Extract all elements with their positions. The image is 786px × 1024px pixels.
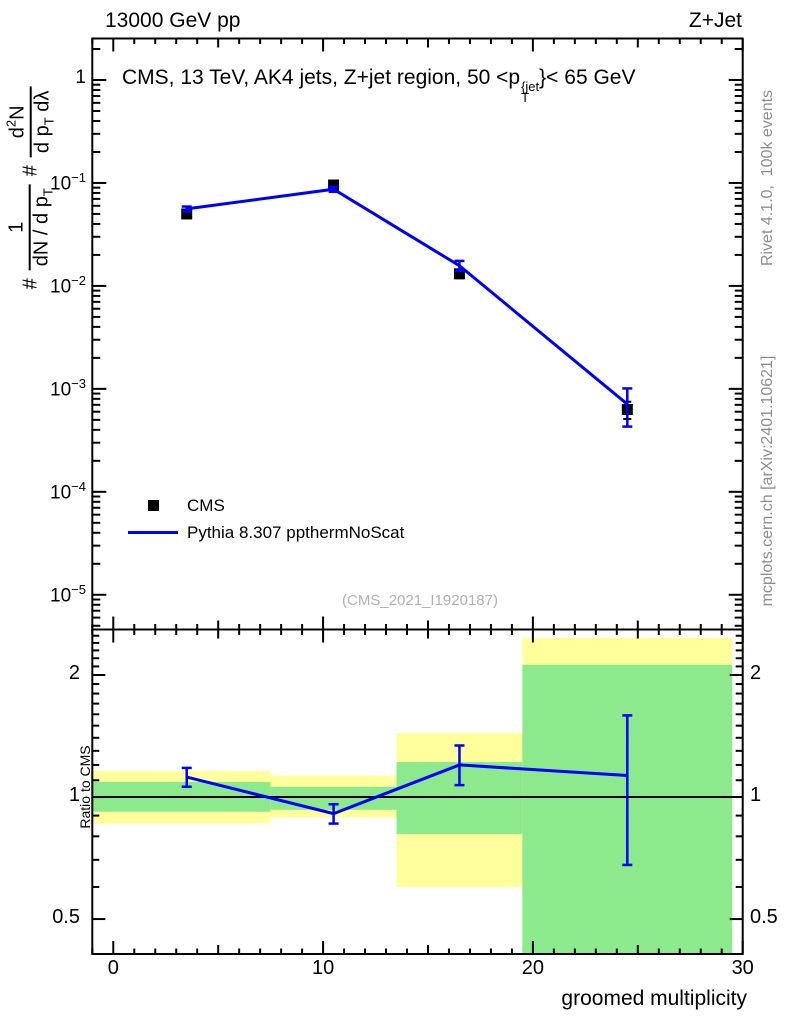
x-tick-label-0: 0 — [107, 957, 119, 979]
legend: CMS Pythia 8.307 ppthermNoScat — [127, 492, 404, 546]
axis-ticks — [91, 38, 744, 954]
model-line — [186, 187, 629, 406]
top-panel-series — [181, 179, 633, 428]
y-axis-fraction-2: d2N d pT dλ — [4, 86, 58, 158]
x-axis-title: groomed multiplicity — [561, 987, 747, 1010]
panel-title: CMS, 13 TeV, AK4 jets, Z+jet region, 50 … — [122, 66, 636, 105]
ratio-tick-label-right-1: 1 — [750, 784, 762, 807]
ratio-tick-label-left-2: 2 — [68, 662, 80, 684]
pythia-line-marker-icon — [128, 531, 178, 534]
mcplots-attribution-note: mcplots.cern.ch [arXiv:2401.10621] — [759, 355, 776, 607]
header-process: Z+Jet — [688, 9, 742, 32]
cms-data-marker — [453, 268, 465, 280]
ratio-model-line — [186, 763, 628, 816]
cms-data-marker — [181, 208, 193, 220]
ratio-tick-label-left-0.5: 0.5 — [52, 906, 80, 929]
legend-item-pythia: Pythia 8.307 ppthermNoScat — [127, 519, 404, 546]
y-tick-label-1e0: 1 — [75, 67, 86, 88]
legend-label-pythia: Pythia 8.307 ppthermNoScat — [187, 522, 405, 542]
y-tick-label-1e-4: 10−4 — [50, 478, 86, 504]
y-tick-label-1e-2: 10−2 — [50, 272, 86, 298]
band-green — [270, 786, 397, 810]
ratio-tick-label-right-2: 2 — [750, 662, 762, 684]
header-beam-info: 13000 GeV pp — [105, 9, 241, 32]
legend-label-cms: CMS — [187, 495, 225, 515]
ratio-model-series — [181, 714, 633, 867]
x-tick-label-10: 10 — [311, 957, 335, 979]
cms-data-marker — [328, 179, 340, 191]
panel-title-text: CMS, 13 TeV, AK4 jets, Z+jet region, 50 … — [122, 66, 521, 89]
x-tick-label-20: 20 — [521, 957, 545, 979]
pt-subscript: T — [521, 90, 530, 105]
panel-title-tail: }< 65 GeV — [539, 66, 636, 89]
y-axis-fraction-1: 1 dN / d pT — [5, 184, 57, 271]
y-tick-label-1e-3: 10−3 — [50, 375, 86, 401]
ratio-tick-label-left-1: 1 — [68, 784, 80, 807]
rivet-version-note: Rivet 4.1.0, 100k events — [759, 89, 776, 267]
cms-square-marker-icon — [147, 500, 159, 511]
ratio-tick-label-right-0.5: 0.5 — [750, 906, 778, 929]
y-tick-label-1e-5: 10−5 — [50, 581, 86, 607]
pt-jet-stack: {jet T — [521, 79, 540, 105]
analysis-id-watermark: (CMS_2021_I1920187) — [342, 592, 498, 609]
ratio-panel-frame — [91, 628, 744, 955]
x-tick-label-30: 30 — [731, 957, 754, 979]
y-tick-label-1e-1: 10−1 — [50, 169, 86, 195]
pt-superscript: {jet — [521, 79, 540, 94]
legend-item-cms: CMS — [127, 492, 404, 519]
